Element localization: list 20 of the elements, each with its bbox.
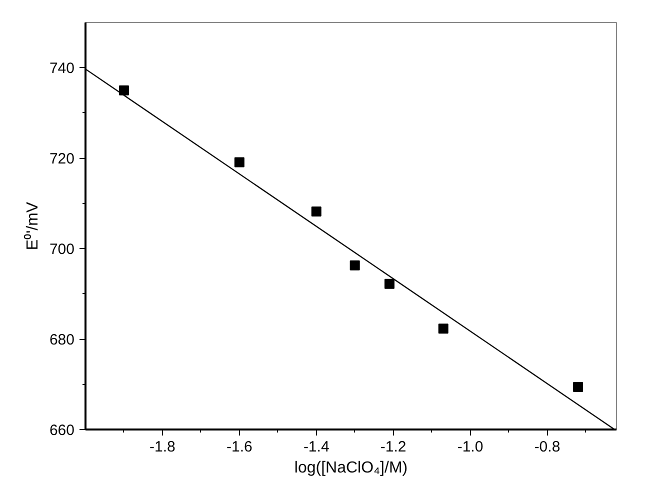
x-tick-label: -1.4 bbox=[303, 438, 330, 456]
point bbox=[234, 157, 244, 168]
point bbox=[573, 382, 584, 392]
x-axis-title: log([NaClO₄]/M) bbox=[294, 460, 408, 476]
x-tick-label: -1.0 bbox=[457, 438, 484, 456]
y-tick-label: 720 bbox=[49, 150, 75, 168]
y-tick-label: 660 bbox=[49, 422, 75, 439]
x-tick-label: -1.2 bbox=[380, 438, 406, 456]
point bbox=[384, 278, 394, 289]
y-tick-label: 680 bbox=[49, 332, 75, 349]
point bbox=[311, 206, 322, 217]
x-tick-label: -0.8 bbox=[534, 438, 560, 456]
point bbox=[350, 260, 360, 270]
x-tick-label: -1.6 bbox=[226, 438, 252, 456]
point bbox=[118, 85, 129, 96]
y-tick-label: 740 bbox=[49, 60, 75, 78]
x-tick-label: -1.8 bbox=[150, 438, 176, 456]
y-axis-title: E⁰'/mV bbox=[23, 202, 42, 250]
y-tick-label: 700 bbox=[49, 241, 75, 258]
point bbox=[438, 324, 448, 334]
